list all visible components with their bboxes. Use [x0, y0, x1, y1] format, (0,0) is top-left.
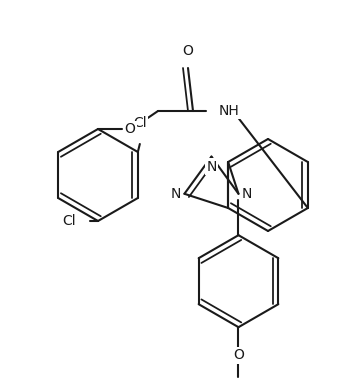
Text: O: O [182, 44, 193, 58]
Text: Cl: Cl [62, 214, 76, 228]
Text: Cl: Cl [133, 116, 147, 130]
Text: NH: NH [219, 104, 240, 118]
Text: O: O [233, 348, 244, 362]
Text: O: O [125, 122, 135, 136]
Text: N: N [241, 187, 252, 201]
Text: N: N [206, 159, 217, 174]
Text: N: N [171, 187, 181, 201]
